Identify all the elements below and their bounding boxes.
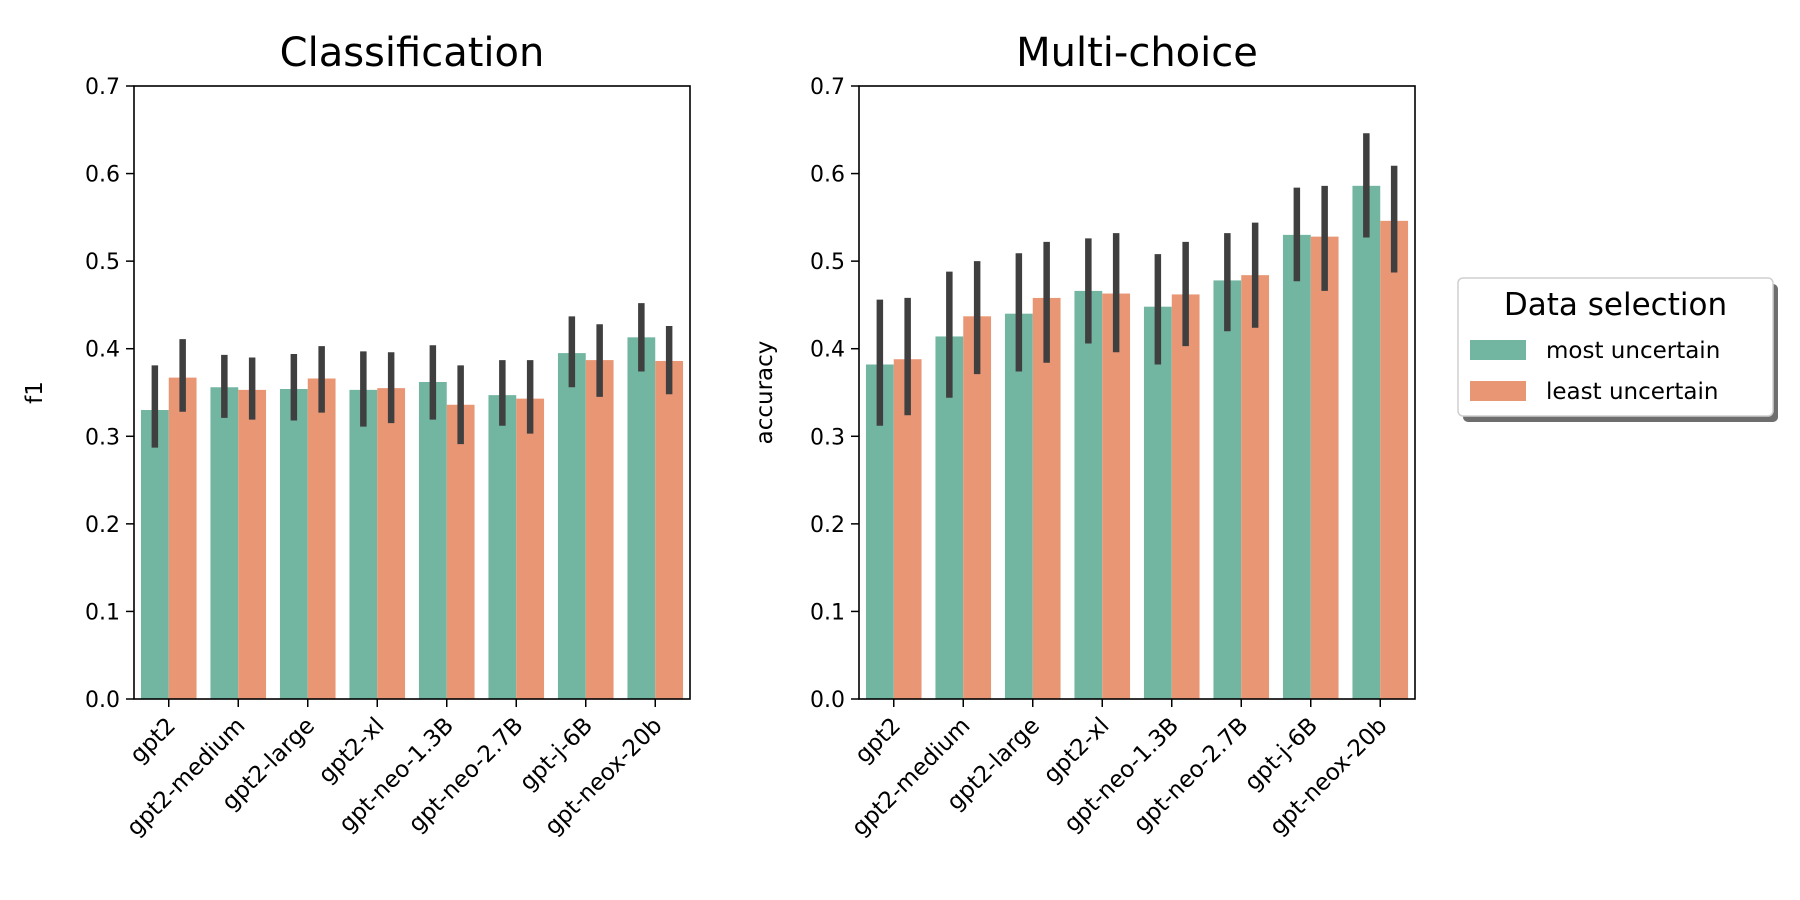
bar xyxy=(1282,234,1311,699)
bar xyxy=(307,378,336,699)
axes-frame xyxy=(858,85,1416,700)
bar xyxy=(168,377,197,699)
x-tick-label: gpt2 xyxy=(125,713,181,769)
axes-frame xyxy=(133,85,691,700)
y-tick-label: 0.7 xyxy=(85,75,120,100)
legend-swatch xyxy=(1470,381,1526,401)
x-tick-label: gpt-neox-20b xyxy=(540,713,668,841)
bar xyxy=(557,353,586,699)
x-tick-label: gpt2-medium xyxy=(847,713,975,841)
bar xyxy=(418,381,447,699)
y-axis-label: accuracy xyxy=(752,341,778,445)
bar xyxy=(1032,297,1061,699)
y-tick-label: 0.7 xyxy=(810,75,845,100)
bar xyxy=(1380,220,1409,700)
bar xyxy=(279,388,308,699)
legend: Data selection most uncertain least uncert… xyxy=(1457,277,1778,422)
bar xyxy=(446,404,475,699)
y-tick-label: 0.2 xyxy=(810,513,845,538)
legend-box xyxy=(1457,277,1774,417)
y-tick-label: 0.5 xyxy=(85,250,120,275)
y-tick-label: 0.4 xyxy=(810,338,845,363)
bar xyxy=(963,316,992,699)
bar xyxy=(1213,280,1242,699)
y-tick-label: 0.6 xyxy=(85,163,120,188)
y-tick-label: 0.3 xyxy=(810,425,845,450)
bar xyxy=(1143,306,1172,699)
x-tick-label: gpt2 xyxy=(850,713,906,769)
y-tick-label: 0.1 xyxy=(85,600,120,625)
bar xyxy=(238,389,267,699)
y-tick-label: 0.3 xyxy=(85,425,120,450)
y-tick-label: 0.2 xyxy=(85,513,120,538)
bar xyxy=(210,387,239,699)
bar xyxy=(1352,185,1381,699)
y-tick-label: 0.4 xyxy=(85,338,120,363)
y-axis-label: f1 xyxy=(22,381,48,404)
x-tick-label: gpt2-medium xyxy=(122,713,250,841)
bar xyxy=(1310,236,1339,699)
bar xyxy=(349,389,378,699)
legend-label: least uncertain xyxy=(1546,379,1718,405)
y-tick-label: 0.5 xyxy=(810,250,845,275)
bar xyxy=(516,398,545,699)
bar xyxy=(893,359,922,699)
bar xyxy=(1241,275,1270,699)
legend-swatch xyxy=(1470,340,1526,360)
bar xyxy=(1102,293,1131,699)
bar xyxy=(1171,294,1200,699)
bar xyxy=(1004,313,1033,699)
chart-title: Classification xyxy=(280,30,545,76)
bar xyxy=(655,360,684,699)
bar xyxy=(627,337,656,699)
x-tick-label: gpt-neox-20b xyxy=(1265,713,1393,841)
y-tick-label: 0.6 xyxy=(810,163,845,188)
legend-label: most uncertain xyxy=(1546,338,1720,364)
legend-title: Data selection xyxy=(1504,287,1727,323)
y-tick-label: 0.0 xyxy=(810,688,845,713)
y-tick-label: 0.1 xyxy=(810,600,845,625)
chart-title: Multi-choice xyxy=(1016,30,1258,76)
bar xyxy=(140,410,169,699)
bar xyxy=(1074,290,1103,699)
bar xyxy=(488,395,517,699)
y-tick-label: 0.0 xyxy=(85,688,120,713)
bar xyxy=(377,388,406,699)
bar xyxy=(585,360,614,699)
